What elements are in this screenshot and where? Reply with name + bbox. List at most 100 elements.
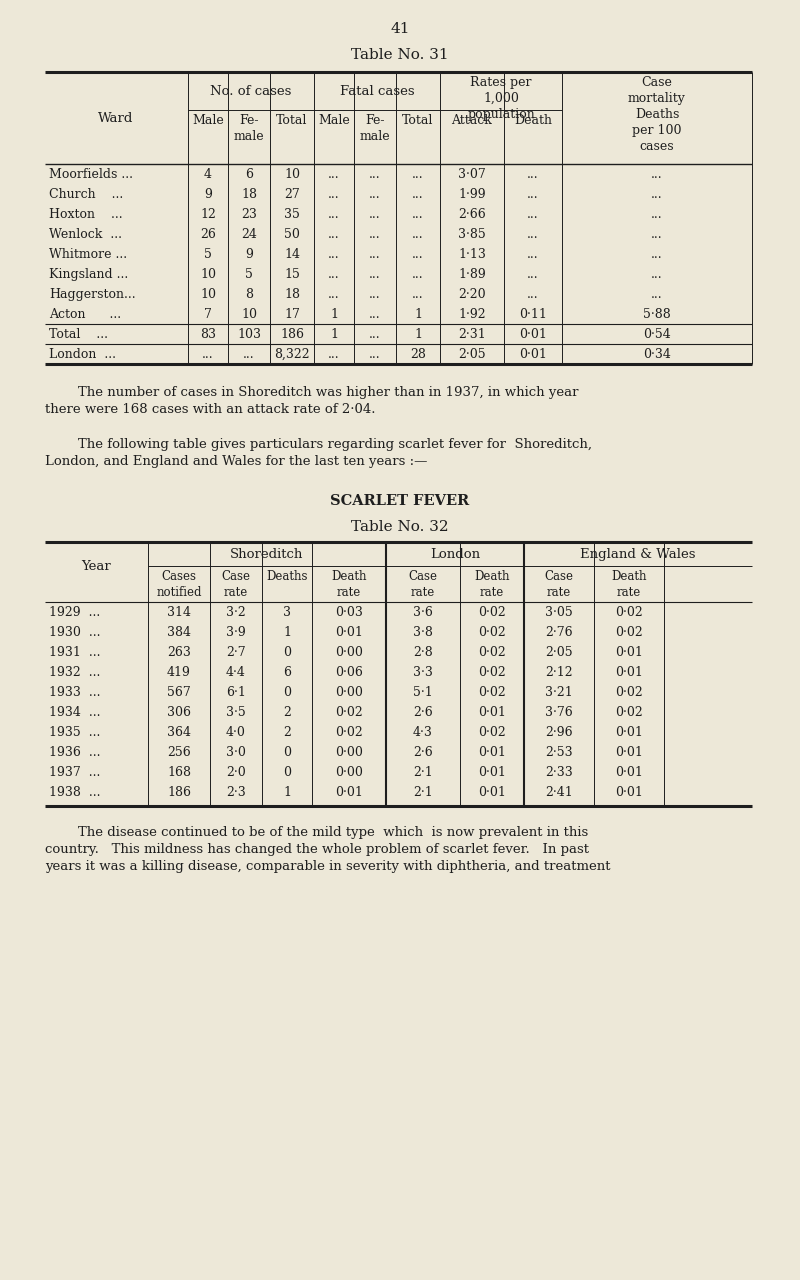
Text: ...: ... — [369, 348, 381, 361]
Text: 7: 7 — [204, 308, 212, 321]
Text: Haggerston...: Haggerston... — [49, 288, 136, 301]
Text: 83: 83 — [200, 328, 216, 340]
Text: years it was a killing disease, comparable in severity with diphtheria, and trea: years it was a killing disease, comparab… — [45, 860, 610, 873]
Text: Death
rate: Death rate — [474, 570, 510, 599]
Text: Death
rate: Death rate — [331, 570, 366, 599]
Text: Hoxton    ...: Hoxton ... — [49, 207, 122, 221]
Text: Cases
notified: Cases notified — [156, 570, 202, 599]
Text: 1: 1 — [330, 308, 338, 321]
Text: ...: ... — [412, 248, 424, 261]
Text: SCARLET FEVER: SCARLET FEVER — [330, 494, 470, 508]
Text: 5: 5 — [204, 248, 212, 261]
Text: ...: ... — [369, 288, 381, 301]
Text: 4·3: 4·3 — [413, 726, 433, 739]
Text: Male: Male — [192, 114, 224, 127]
Text: ...: ... — [369, 188, 381, 201]
Text: 2·1: 2·1 — [413, 765, 433, 780]
Text: 3·5: 3·5 — [226, 707, 246, 719]
Text: ...: ... — [328, 248, 340, 261]
Text: 18: 18 — [241, 188, 257, 201]
Text: 6: 6 — [245, 168, 253, 180]
Text: Moorfields ...: Moorfields ... — [49, 168, 133, 180]
Text: 26: 26 — [200, 228, 216, 241]
Text: ...: ... — [328, 268, 340, 282]
Text: Table No. 31: Table No. 31 — [351, 47, 449, 61]
Text: Rates per
1,000
population: Rates per 1,000 population — [467, 76, 535, 122]
Text: ...: ... — [412, 228, 424, 241]
Text: 35: 35 — [284, 207, 300, 221]
Text: ...: ... — [412, 168, 424, 180]
Text: 2·31: 2·31 — [458, 328, 486, 340]
Text: Whitmore ...: Whitmore ... — [49, 248, 127, 261]
Text: 186: 186 — [280, 328, 304, 340]
Text: ...: ... — [527, 248, 539, 261]
Text: 3: 3 — [283, 605, 291, 620]
Text: 0: 0 — [283, 686, 291, 699]
Text: 4·4: 4·4 — [226, 666, 246, 678]
Text: 0·01: 0·01 — [519, 348, 547, 361]
Text: Total    ...: Total ... — [49, 328, 108, 340]
Text: ...: ... — [369, 268, 381, 282]
Text: 3·21: 3·21 — [545, 686, 573, 699]
Text: 1·13: 1·13 — [458, 248, 486, 261]
Text: 8,322: 8,322 — [274, 348, 310, 361]
Text: 0·03: 0·03 — [335, 605, 363, 620]
Text: 1: 1 — [330, 328, 338, 340]
Text: 3·3: 3·3 — [413, 666, 433, 678]
Text: 0·01: 0·01 — [615, 746, 643, 759]
Text: 0·02: 0·02 — [478, 605, 506, 620]
Text: Fe-
male: Fe- male — [360, 114, 390, 143]
Text: 263: 263 — [167, 646, 191, 659]
Text: 3·8: 3·8 — [413, 626, 433, 639]
Text: 2: 2 — [283, 707, 291, 719]
Text: 0·01: 0·01 — [335, 786, 363, 799]
Text: 2·33: 2·33 — [545, 765, 573, 780]
Text: 567: 567 — [167, 686, 191, 699]
Text: Total: Total — [276, 114, 308, 127]
Text: 0: 0 — [283, 646, 291, 659]
Text: 4: 4 — [204, 168, 212, 180]
Text: Acton      ...: Acton ... — [49, 308, 121, 321]
Text: 1931  ...: 1931 ... — [49, 646, 101, 659]
Text: Death: Death — [514, 114, 552, 127]
Text: 2·6: 2·6 — [413, 707, 433, 719]
Text: 5: 5 — [245, 268, 253, 282]
Text: ...: ... — [369, 207, 381, 221]
Text: 9: 9 — [204, 188, 212, 201]
Text: country.   This mildness has changed the whole problem of scarlet fever.   In pa: country. This mildness has changed the w… — [45, 844, 589, 856]
Text: ...: ... — [527, 168, 539, 180]
Text: ...: ... — [328, 207, 340, 221]
Text: 1: 1 — [414, 328, 422, 340]
Text: ...: ... — [651, 288, 663, 301]
Text: 0·02: 0·02 — [615, 707, 643, 719]
Text: ...: ... — [328, 228, 340, 241]
Text: 5·1: 5·1 — [413, 686, 433, 699]
Text: 2·96: 2·96 — [545, 726, 573, 739]
Text: 9: 9 — [245, 248, 253, 261]
Text: 3·76: 3·76 — [545, 707, 573, 719]
Text: 0·02: 0·02 — [615, 626, 643, 639]
Text: Death
rate: Death rate — [611, 570, 646, 599]
Text: 0·02: 0·02 — [478, 686, 506, 699]
Text: 0·02: 0·02 — [478, 726, 506, 739]
Text: ...: ... — [328, 168, 340, 180]
Text: 2·7: 2·7 — [226, 646, 246, 659]
Text: 0·01: 0·01 — [335, 626, 363, 639]
Text: 306: 306 — [167, 707, 191, 719]
Text: 0·02: 0·02 — [335, 707, 363, 719]
Text: 0·01: 0·01 — [478, 765, 506, 780]
Text: 0·00: 0·00 — [335, 765, 363, 780]
Text: Wenlock  ...: Wenlock ... — [49, 228, 122, 241]
Text: 3·2: 3·2 — [226, 605, 246, 620]
Text: ...: ... — [651, 248, 663, 261]
Text: ...: ... — [527, 288, 539, 301]
Text: 0·02: 0·02 — [615, 686, 643, 699]
Text: Fe-
male: Fe- male — [234, 114, 264, 143]
Text: 186: 186 — [167, 786, 191, 799]
Text: ...: ... — [369, 308, 381, 321]
Text: 0·02: 0·02 — [615, 605, 643, 620]
Text: 27: 27 — [284, 188, 300, 201]
Text: 0·02: 0·02 — [478, 666, 506, 678]
Text: 10: 10 — [200, 268, 216, 282]
Text: 23: 23 — [241, 207, 257, 221]
